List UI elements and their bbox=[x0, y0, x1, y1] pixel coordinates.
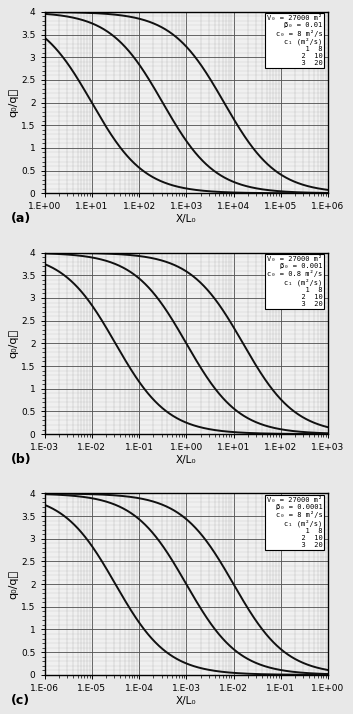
Text: (c): (c) bbox=[11, 694, 30, 707]
X-axis label: X/L₀: X/L₀ bbox=[176, 214, 197, 224]
Text: V₀ = 27000 m²
β₀ = 0.01
c₀ = 8 m²/s
c₁ (m²/s)
  1  8
  2  10
  3  20: V₀ = 27000 m² β₀ = 0.01 c₀ = 8 m²/s c₁ (… bbox=[267, 16, 322, 66]
Text: V₀ = 27000 m²
β₀ = 0.001
c₀ = 0.8 m²/s
c₁ (m²/s)
  1  8
  2  10
  3  20: V₀ = 27000 m² β₀ = 0.001 c₀ = 0.8 m²/s c… bbox=[267, 256, 322, 307]
X-axis label: X/L₀: X/L₀ bbox=[176, 455, 197, 465]
Text: (a): (a) bbox=[11, 212, 31, 226]
Y-axis label: q₀/q⁲: q₀/q⁲ bbox=[8, 88, 18, 117]
Y-axis label: q₀/q⁲: q₀/q⁲ bbox=[8, 570, 18, 598]
Text: (b): (b) bbox=[11, 453, 31, 466]
Text: V₀ = 27000 m²
β₀ = 0.0001
c₀ = 8 m²/s
c₁ (m²/s)
  1  8
  2  10
  3  20: V₀ = 27000 m² β₀ = 0.0001 c₀ = 8 m²/s c₁… bbox=[267, 497, 322, 548]
Y-axis label: q₀/q⁲: q₀/q⁲ bbox=[8, 328, 18, 358]
X-axis label: X/L₀: X/L₀ bbox=[176, 695, 197, 705]
